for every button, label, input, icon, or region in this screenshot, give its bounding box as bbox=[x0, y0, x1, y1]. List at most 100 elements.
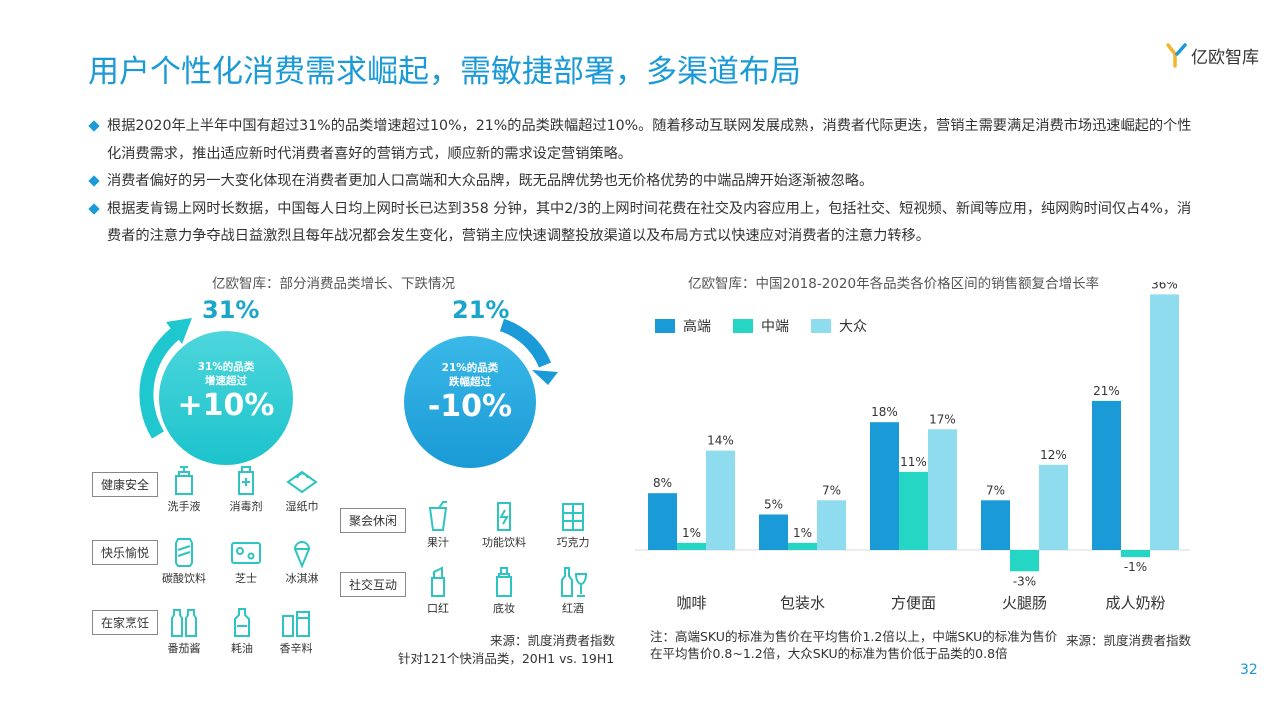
bar-高端-方便面 bbox=[870, 422, 899, 550]
page-title: 用户个性化消费需求崛起，需敏捷部署，多渠道布局 bbox=[88, 54, 801, 90]
left-source-line2: 针对121个快消品类，20H1 vs. 19H1 bbox=[398, 651, 615, 666]
product-spice: 香辛料 bbox=[266, 606, 326, 656]
product-label: 番茄酱 bbox=[167, 642, 201, 655]
data-label: 14% bbox=[707, 434, 734, 448]
lipstick-icon bbox=[431, 566, 445, 597]
decline-share: 21% bbox=[452, 296, 510, 324]
tag-social: 社交互动 bbox=[340, 572, 407, 597]
legend-label: 大众 bbox=[839, 319, 867, 335]
hand-soap-icon bbox=[175, 466, 193, 495]
product-label: 湿纸巾 bbox=[285, 500, 319, 513]
legend-label: 中端 bbox=[761, 319, 789, 335]
logo-text: 亿欧智库 bbox=[1191, 47, 1259, 68]
product-oil: 耗油 bbox=[212, 606, 272, 656]
bar-大众-火腿肠 bbox=[1039, 464, 1068, 550]
chocolate-icon bbox=[562, 503, 584, 531]
tag-health-safety: 健康安全 bbox=[92, 472, 159, 497]
bar-大众-方便面 bbox=[928, 429, 957, 550]
product-label: 功能饮料 bbox=[482, 536, 526, 549]
growth-line1: 31%的品类 bbox=[197, 361, 255, 373]
growth-share: 31% bbox=[202, 296, 260, 324]
tag-party-leisure: 聚会休闲 bbox=[340, 508, 407, 533]
foundation-icon bbox=[496, 567, 512, 597]
decline-circle-text: 21%的品类 跌幅超过 -10% bbox=[410, 361, 530, 424]
chart-source: 来源：凯度消费者指数 bbox=[1066, 633, 1192, 648]
data-label: 1% bbox=[682, 526, 701, 540]
growth-line2: 增速超过 bbox=[205, 375, 247, 387]
bar-中端-方便面 bbox=[899, 471, 928, 550]
diamond-bullet-icon bbox=[88, 202, 100, 215]
bar-大众-成人奶粉 bbox=[1150, 294, 1179, 550]
legend-swatch-mid bbox=[733, 319, 753, 333]
product-disinfectant: 消毒剂 bbox=[216, 464, 276, 514]
data-label: 21% bbox=[1093, 384, 1120, 398]
bar-chart: 8% 1% 14% 咖啡 5% 1% 7% 包装水 18% 11% 17% 方便面 7% -3% 12% 火腿… bbox=[635, 282, 1190, 612]
wet-wipes-icon bbox=[286, 470, 318, 494]
left-source-line1: 来源：凯度消费者指数 bbox=[490, 633, 616, 648]
logo-mark-icon bbox=[1166, 43, 1187, 68]
legend-item-mass: 大众 bbox=[811, 316, 867, 336]
product-label: 巧克力 bbox=[556, 536, 590, 549]
bar-高端-包装水 bbox=[759, 514, 788, 550]
growth-circle-text: 31%的品类 增速超过 +10% bbox=[166, 360, 286, 423]
decline-line1: 21%的品类 bbox=[441, 362, 499, 374]
data-label: 18% bbox=[871, 405, 898, 419]
left-panel-caption: 亿欧智库：部分消费品类增长、下跌情况 bbox=[212, 276, 455, 292]
product-soda: 碳酸饮料 bbox=[154, 536, 214, 586]
chart-note: 注：高端SKU的标准为售价在平均售价1.2倍以上，中端SKU的标准为售价在平均售… bbox=[650, 629, 1058, 661]
decline-value: -10% bbox=[427, 389, 513, 424]
product-foundation: 底妆 bbox=[474, 566, 534, 616]
diamond-bullet-icon bbox=[88, 120, 100, 132]
bullet-item: 根据2020年上半年中国有超过31%的品类增速超过10%，21%的品类跌幅超过1… bbox=[88, 113, 1200, 168]
product-ice-cream: 冰淇淋 bbox=[272, 536, 332, 586]
decline-line2: 跌幅超过 bbox=[449, 376, 491, 388]
bullet-text: 消费者偏好的另一大变化体现在消费者更加人口高端和大众品牌，既无品牌优势也无价格优… bbox=[107, 173, 874, 189]
product-chocolate: 巧克力 bbox=[543, 500, 603, 550]
bullet-item: 消费者偏好的另一大变化体现在消费者更加人口高端和大众品牌，既无品牌优势也无价格优… bbox=[88, 168, 1200, 196]
data-label: 7% bbox=[822, 483, 841, 497]
data-label: 7% bbox=[986, 483, 1005, 497]
data-label: 11% bbox=[900, 455, 927, 469]
product-wet-wipes: 湿纸巾 bbox=[272, 464, 332, 514]
tag-happy-joy: 快乐愉悦 bbox=[92, 540, 159, 565]
bar-中端-咖啡 bbox=[677, 542, 706, 550]
ketchup-icon bbox=[171, 609, 197, 637]
bullet-list: 根据2020年上半年中国有超过31%的品类增速超过10%，21%的品类跌幅超过1… bbox=[88, 113, 1200, 251]
legend-item-mid: 中端 bbox=[733, 316, 789, 336]
ice-cream-icon bbox=[293, 541, 311, 568]
product-juice: 果汁 bbox=[408, 500, 468, 550]
category-label: 火腿肠 bbox=[1002, 594, 1047, 612]
product-energy-drink: 功能饮料 bbox=[474, 500, 534, 550]
energy-drink-icon bbox=[497, 502, 511, 531]
category-label: 包装水 bbox=[780, 594, 825, 612]
product-hand-soap: 洗手液 bbox=[154, 464, 214, 514]
legend-swatch-mass bbox=[811, 319, 831, 333]
decline-circle-graphic bbox=[404, 318, 558, 468]
growth-circle-graphic bbox=[139, 318, 293, 465]
product-label: 碳酸饮料 bbox=[162, 572, 206, 585]
bullet-text: 根据麦肯锡上网时长数据，中国每人日均上网时长已达到358 分钟，其中2/3的上网… bbox=[107, 200, 1192, 245]
brand-logo: 亿欧智库 bbox=[1166, 42, 1259, 68]
category-label: 咖啡 bbox=[676, 594, 706, 612]
disinfectant-icon bbox=[238, 466, 254, 495]
product-label: 芝士 bbox=[235, 572, 257, 585]
product-ketchup: 番茄酱 bbox=[154, 606, 214, 656]
data-label: 36% bbox=[1151, 282, 1178, 291]
growth-value: +10% bbox=[177, 388, 275, 423]
legend-item-high: 高端 bbox=[655, 316, 711, 336]
diamond-bullet-icon bbox=[88, 175, 100, 187]
product-label: 口红 bbox=[427, 602, 449, 615]
juice-icon bbox=[428, 501, 448, 531]
data-label: -3% bbox=[1013, 574, 1036, 588]
product-label: 红酒 bbox=[562, 602, 584, 615]
category-label: 方便面 bbox=[891, 594, 936, 612]
bar-高端-成人奶粉 bbox=[1092, 400, 1121, 550]
legend-label: 高端 bbox=[683, 319, 711, 335]
product-label: 果汁 bbox=[427, 536, 449, 549]
data-label: -1% bbox=[1124, 560, 1147, 574]
product-wine: 红酒 bbox=[543, 566, 603, 616]
bullet-text: 根据2020年上半年中国有超过31%的品类增速超过10%，21%的品类跌幅超过1… bbox=[107, 118, 1192, 162]
product-label: 消毒剂 bbox=[229, 500, 263, 513]
product-label: 耗油 bbox=[231, 642, 253, 655]
wine-icon bbox=[561, 567, 588, 597]
